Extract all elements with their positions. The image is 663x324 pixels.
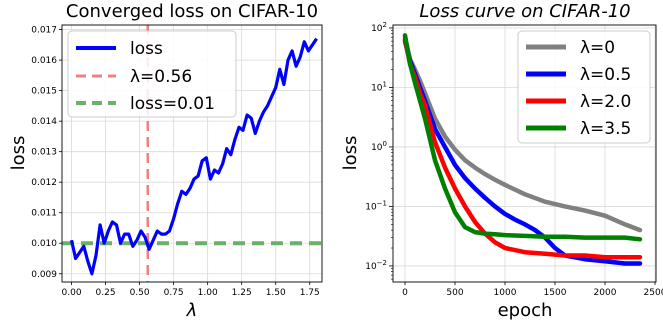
y-axis-label: loss bbox=[340, 136, 361, 171]
y-tick-labels: 0.009 0.010 0.011 0.012 0.013 0.014 0.015 0.016… bbox=[31, 26, 62, 280]
y-tick-label: 0.012 bbox=[31, 178, 57, 188]
y-tick-label: 0.017 bbox=[31, 26, 57, 36]
converged-loss-chart: Converged loss on CIFAR-10 0.00 0.25 0.50 0… bbox=[8, 1, 323, 321]
legend: loss λ=0.56 loss=0.01 bbox=[67, 30, 237, 118]
y-tick-label: 0.010 bbox=[31, 239, 57, 249]
y-tick-label: 0.015 bbox=[31, 87, 57, 97]
x-tick-label: 0.50 bbox=[130, 288, 150, 298]
y-tick-label: 10−1 bbox=[365, 199, 387, 212]
grid-lines bbox=[62, 25, 322, 282]
series-lines bbox=[69, 37, 318, 276]
x-tick-label: 1.50 bbox=[266, 288, 286, 298]
chart-title: Converged loss on CIFAR-10 bbox=[66, 1, 318, 22]
legend: λ=0 λ=0.5 λ=2.0 λ=3.5 bbox=[517, 30, 651, 144]
x-tick-label: 2500 bbox=[644, 288, 663, 298]
x-tick-label: 1500 bbox=[544, 288, 567, 298]
x-axis-label: epoch bbox=[498, 300, 553, 321]
x-tick-labels: 0.00 0.25 0.50 0.75 1.00 1.25 1.50 1.75 bbox=[62, 282, 320, 298]
y-tick-label: 101 bbox=[371, 80, 387, 93]
legend-label-loss: loss bbox=[130, 39, 163, 59]
x-tick-label: 1.00 bbox=[198, 288, 218, 298]
y-tick-label: 102 bbox=[371, 21, 387, 34]
series-line-lambda-0 bbox=[402, 34, 643, 233]
legend-label-lambda-3-5: λ=3.5 bbox=[580, 119, 631, 139]
x-axis-label: λ bbox=[186, 300, 198, 321]
x-tick-label: 0 bbox=[402, 288, 408, 298]
x-tick-label: 0.25 bbox=[96, 288, 116, 298]
y-tick-label: 0.009 bbox=[31, 270, 57, 280]
legend-box bbox=[517, 30, 651, 144]
plot-frame bbox=[61, 24, 323, 283]
x-tick-label: 2000 bbox=[594, 288, 617, 298]
x-tick-labels: 0 500 1000 1500 2000 2500 bbox=[402, 282, 663, 298]
legend-box bbox=[67, 30, 237, 118]
x-tick-label: 500 bbox=[446, 288, 463, 298]
x-tick-label: 0.00 bbox=[62, 288, 82, 298]
legend-label-lambda-0: λ=0 bbox=[580, 38, 615, 58]
chart-title: Loss curve on CIFAR-10 bbox=[419, 1, 630, 22]
y-tick-label: 0.016 bbox=[31, 56, 57, 66]
y-axis-label: loss bbox=[8, 136, 29, 171]
legend-label-lambda-2-0: λ=2.0 bbox=[580, 92, 631, 112]
y-tick-label: 0.014 bbox=[31, 117, 57, 127]
legend-label-lambda-line: λ=0.56 bbox=[130, 67, 192, 87]
y-tick-labels: 10−2 10−1 100 101 102 bbox=[365, 21, 393, 280]
x-tick-label: 0.75 bbox=[164, 288, 184, 298]
plot-frame bbox=[392, 24, 657, 283]
series-lines bbox=[402, 33, 643, 266]
x-tick-label: 1.75 bbox=[300, 288, 320, 298]
series-line-lambda-3-5 bbox=[402, 33, 643, 242]
y-tick-label: 0.013 bbox=[31, 148, 57, 158]
x-tick-label: 1.25 bbox=[232, 288, 252, 298]
loss-curve-chart: Loss curve on CIFAR-10 0 500 1000 1500 2000 2… bbox=[340, 1, 663, 321]
x-tick-label: 1000 bbox=[494, 288, 517, 298]
legend-label-loss-line: loss=0.01 bbox=[130, 94, 215, 114]
series-line-lambda-2-0 bbox=[402, 36, 643, 260]
legend-label-lambda-0-5: λ=0.5 bbox=[580, 65, 631, 85]
series-line-loss bbox=[69, 37, 318, 276]
y-tick-label: 100 bbox=[371, 140, 387, 153]
y-tick-label: 10−2 bbox=[365, 259, 387, 272]
y-tick-label: 0.011 bbox=[31, 209, 57, 219]
